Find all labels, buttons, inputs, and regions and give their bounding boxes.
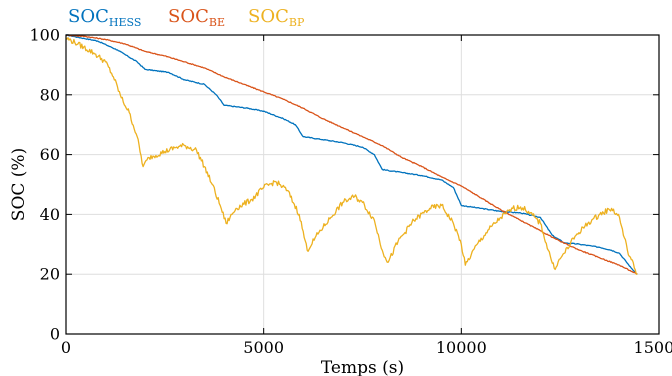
y-tick-label: 100 <box>29 26 60 45</box>
legend-entry-hess: SOCHESS <box>68 6 141 29</box>
x-tick-label: 0 <box>61 338 71 357</box>
x-tick-label: 10000 <box>436 338 487 357</box>
y-tick-label: 0 <box>50 325 60 344</box>
x-tick-label: 5000 <box>243 338 284 357</box>
y-tick-label: 20 <box>40 265 60 284</box>
y-axis-label: SOC (%) <box>9 148 29 221</box>
gridlines <box>66 35 659 334</box>
y-tick-label: 80 <box>40 85 60 104</box>
series-line-bp <box>65 37 638 275</box>
y-tick-label: 60 <box>40 145 60 164</box>
legend-entry-bp: SOCBP <box>248 6 305 29</box>
series-line-hess <box>65 34 638 275</box>
legend: SOCHESS SOCBE SOCBP <box>68 6 305 29</box>
series-layer <box>65 34 638 275</box>
legend-entry-be: SOCBE <box>168 6 225 29</box>
y-tick-label: 40 <box>40 205 60 224</box>
x-axis-label: Temps (s) <box>321 358 404 376</box>
plot-frame <box>65 34 660 335</box>
